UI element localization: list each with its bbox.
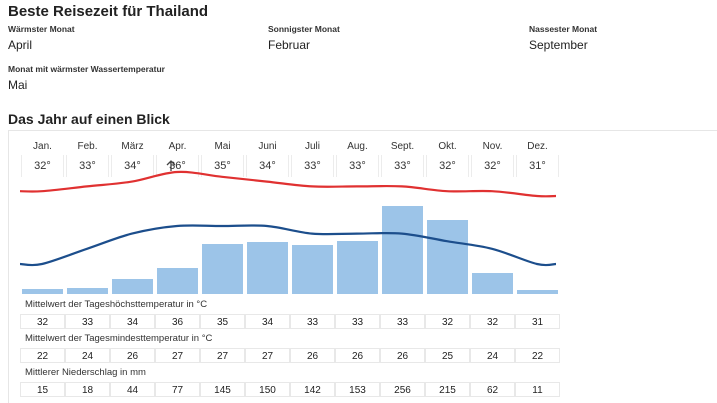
precipitation-value-cell: 18 — [65, 382, 110, 397]
precipitation-value-cell: 77 — [155, 382, 200, 397]
min-temperature-row-label: Mittelwert der Tagesmindesttemperatur in… — [25, 333, 213, 344]
precipitation-value-cell: 256 — [380, 382, 425, 397]
min-temperature-value-cell: 27 — [155, 348, 200, 363]
stat-label-wettest-month: Nassester Monat — [529, 24, 598, 34]
month-label: Feb. — [77, 141, 98, 152]
min-temperature-value-cell: 25 — [425, 348, 470, 363]
month-label: Apr. — [168, 141, 187, 152]
top-temperature-cell: 36° — [156, 155, 199, 177]
max-temperature-value-cell: 33 — [65, 314, 110, 329]
precipitation-bar — [112, 278, 153, 294]
top-temperature-cell: 34° — [111, 155, 154, 177]
stat-value-warmest-water: Mai — [8, 78, 28, 92]
month-label: Jan. — [33, 141, 52, 152]
precipitation-value-cell: 142 — [290, 382, 335, 397]
precipitation-value-cell: 11 — [515, 382, 560, 397]
min-temperature-value-cell: 27 — [200, 348, 245, 363]
month-label: Okt. — [438, 141, 457, 152]
precipitation-value-cell: 215 — [425, 382, 470, 397]
peak-arrow-icon — [166, 160, 176, 171]
stat-value-wettest-month: September — [529, 38, 588, 52]
precipitation-bar — [382, 206, 423, 294]
precipitation-bar — [157, 267, 198, 294]
month-label: Juni — [258, 141, 277, 152]
max-temperature-row-label: Mittelwert der Tageshöchsttemperatur in … — [25, 299, 208, 310]
top-temperature-cell: 33° — [66, 155, 109, 177]
min-temperature-value-cell: 22 — [20, 348, 65, 363]
stat-label-warmest-month: Wärmster Monat — [8, 24, 75, 34]
max-temperature-value-cell: 33 — [335, 314, 380, 329]
precipitation-bar — [517, 290, 558, 294]
max-temperature-value-cell: 32 — [425, 314, 470, 329]
precipitation-bar — [427, 220, 468, 294]
max-temperature-value-cell: 34 — [110, 314, 155, 329]
precipitation-bar — [337, 241, 378, 294]
max-temperature-value-cell: 33 — [380, 314, 425, 329]
stat-label-sunniest-month: Sonnigster Monat — [268, 24, 340, 34]
precipitation-bar — [22, 288, 63, 294]
top-temperature-cell: 32° — [21, 155, 64, 177]
min-temperature-value-cell: 26 — [380, 348, 425, 363]
overview-title: Das Jahr auf einen Blick — [8, 111, 170, 127]
max-temperature-value-cell: 33 — [290, 314, 335, 329]
precipitation-value-cell: 44 — [110, 382, 155, 397]
min-temperature-value-cell: 24 — [65, 348, 110, 363]
precipitation-bar — [472, 272, 513, 294]
month-label: Nov. — [482, 141, 503, 152]
month-label: Sept. — [390, 141, 415, 152]
precipitation-value-cell: 145 — [200, 382, 245, 397]
precipitation-bar — [67, 287, 108, 294]
max-temperature-value-cell: 32 — [470, 314, 515, 329]
max-temperature-value-cell: 32 — [20, 314, 65, 329]
top-temperature-cell: 33° — [336, 155, 379, 177]
precipitation-bar — [247, 242, 288, 294]
max-temperature-value-cell: 35 — [200, 314, 245, 329]
top-temperature-cell: 34° — [246, 155, 289, 177]
month-label: März — [121, 141, 144, 152]
top-temperature-cell: 33° — [291, 155, 334, 177]
max-temperature-value-cell: 36 — [155, 314, 200, 329]
min-temperature-value-cell: 24 — [470, 348, 515, 363]
precipitation-bar — [292, 245, 333, 294]
min-temperature-value-cell: 22 — [515, 348, 560, 363]
min-temperature-value-cell: 26 — [290, 348, 335, 363]
max-temperature-value-cell: 31 — [515, 314, 560, 329]
top-temperature-cell: 35° — [201, 155, 244, 177]
min-temperature-value-cell: 26 — [110, 348, 155, 363]
page-title: Beste Reisezeit für Thailand — [8, 3, 209, 20]
precipitation-value-cell: 15 — [20, 382, 65, 397]
max-temperature-value-cell: 34 — [245, 314, 290, 329]
precipitation-value-cell: 153 — [335, 382, 380, 397]
top-temperature-cell: 32° — [426, 155, 469, 177]
min-temperature-value-cell: 27 — [245, 348, 290, 363]
stat-label-warmest-water: Monat mit wärmster Wassertemperatur — [8, 64, 165, 74]
precipitation-bar — [202, 244, 243, 294]
month-label: Dez. — [527, 141, 548, 152]
month-label: Mai — [214, 141, 231, 152]
top-temperature-cell: 32° — [471, 155, 514, 177]
month-label: Aug. — [347, 141, 368, 152]
stat-value-sunniest-month: Februar — [268, 38, 311, 52]
month-label: Juli — [304, 141, 320, 152]
precipitation-row-label: Mittlerer Niederschlag in mm — [25, 367, 146, 378]
top-temperature-cell: 33° — [381, 155, 424, 177]
min-temperature-value-cell: 26 — [335, 348, 380, 363]
precipitation-value-cell: 150 — [245, 382, 290, 397]
stat-value-warmest-month: April — [8, 38, 33, 52]
top-temperature-cell: 31° — [516, 155, 559, 177]
precipitation-value-cell: 62 — [470, 382, 515, 397]
